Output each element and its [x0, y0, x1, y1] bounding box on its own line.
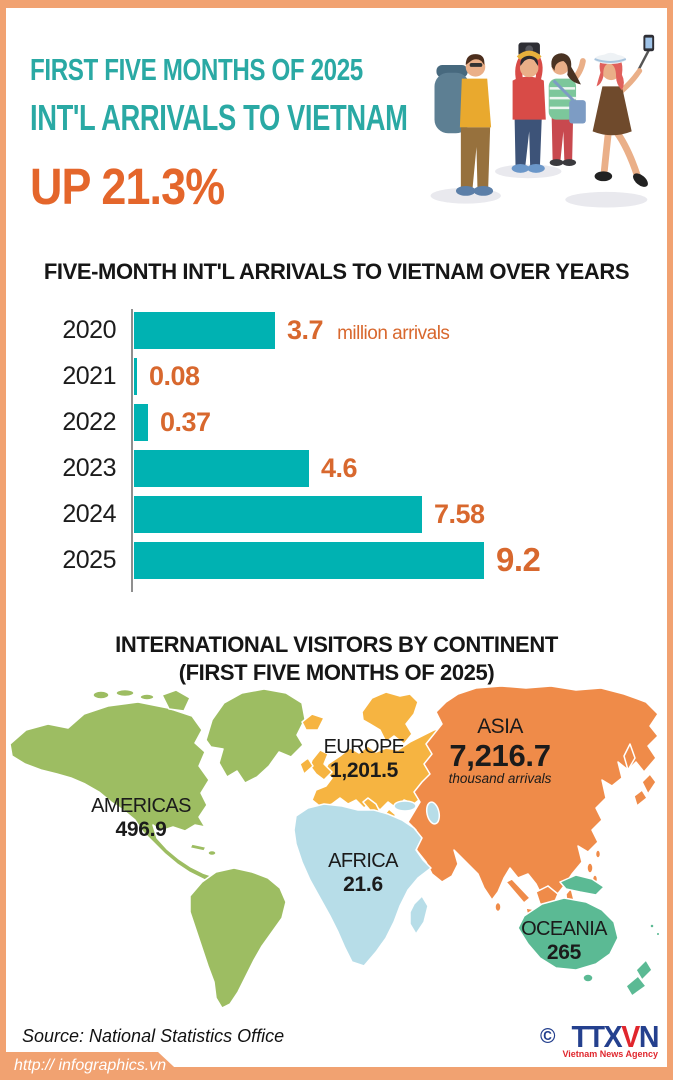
left-border [0, 0, 6, 1080]
bar-year-label: 2021 [62, 361, 116, 390]
agency-logo-text: TTXVN [571, 1019, 659, 1054]
bar-value-label: 4.6 [321, 452, 358, 483]
map-title-line2: (FIRST FIVE MONTHS OF 2025) [178, 660, 495, 685]
map-title-line1: INTERNATIONAL VISITORS BY CONTINENT [115, 632, 558, 657]
bar-track: 0.37 [134, 403, 211, 441]
chart-axis-line [131, 309, 133, 592]
bar-chart: 2020 3.7 million arrivals 2021 0.08 2022 0.37… [0, 307, 666, 592]
continent-name: OCEANIA [521, 918, 607, 940]
continent-unit: thousand arrivals [448, 771, 552, 786]
ttxvn-logo: © TTXVN Vietnam News Agency [539, 1019, 659, 1059]
continent-name: EUROPE [323, 736, 405, 758]
tourist-striped-woman [548, 53, 586, 166]
bar-value-label: 9.2 [496, 541, 541, 578]
header-subtitle: FIRST FIVE MONTHS OF 2025 [30, 52, 363, 87]
bar [134, 357, 137, 395]
bar-track: 9.2 [134, 541, 541, 579]
bar-track: 7.58 [134, 495, 485, 533]
map-label-europe: EUROPE 1,201.5 [303, 736, 425, 783]
page-title: INT'L ARRIVALS TO VIETNAM [30, 97, 408, 138]
continent-name: ASIA [477, 715, 523, 738]
map-label-americas: AMERICAS 496.9 [61, 795, 221, 842]
bar-year-label: 2024 [62, 499, 116, 528]
bar [134, 449, 309, 487]
bar-year-label: 2022 [62, 407, 116, 436]
bar-unit-label: million arrivals [337, 322, 450, 344]
bar-year-label: 2025 [62, 545, 116, 574]
bar-year-label: 2020 [62, 315, 116, 344]
bar-chart-title: FIVE-MONTH INT'L ARRIVALS TO VIETNAM OVE… [43, 259, 630, 284]
agency-logo-v: V [621, 1019, 640, 1054]
bar-row: 2021 0.08 [0, 353, 666, 399]
bar-track: 3.7 million arrivals [134, 311, 450, 349]
right-border [667, 0, 673, 1080]
bar [134, 495, 422, 533]
bar-track: 0.08 [134, 357, 200, 395]
tourist-selfie-woman [592, 34, 655, 187]
bar-value-label: 3.7 million arrivals [287, 314, 450, 345]
bar-value-label: 0.08 [149, 360, 200, 391]
header-highlight: UP 21.3% [30, 158, 225, 215]
continent-value: 496.9 [115, 818, 167, 841]
bar [134, 311, 275, 349]
map-label-asia: ASIA 7,216.7 thousand arrivals [427, 715, 573, 786]
bar-value-label: 0.37 [160, 406, 211, 437]
tourist-photographer [511, 42, 546, 173]
continent-value: 265 [546, 941, 582, 964]
bar-track: 4.6 [134, 449, 358, 487]
continent-value: 1,201.5 [330, 759, 398, 782]
agency-subtitle: Vietnam News Agency [562, 1049, 658, 1059]
continent-name: AFRICA [328, 850, 398, 872]
website-url: http:// infographics.vn [14, 1057, 167, 1074]
bar-value-label: 7.58 [434, 498, 485, 529]
map-label-africa: AFRICA 21.6 [302, 850, 424, 897]
header: FIRST FIVE MONTHS OF 2025 INT'L ARRIVALS… [30, 52, 527, 216]
bar [134, 403, 148, 441]
bar-row: 2023 4.6 [0, 445, 666, 491]
source-note: Source: National Statistics Office [22, 1026, 285, 1046]
bar [134, 541, 484, 579]
continent-value: 7,216.7 [449, 738, 551, 773]
bar-year-label: 2023 [62, 453, 116, 482]
bar-row: 2024 7.58 [0, 491, 666, 537]
tourist-backpacker [434, 54, 494, 196]
bar-row: 2022 0.37 [0, 399, 666, 445]
continent-americas [9, 688, 306, 1009]
map-label-oceania: OCEANIA 265 [503, 918, 625, 965]
tourists-illustration [430, 34, 655, 208]
continent-value: 21.6 [343, 873, 383, 896]
world-map [9, 686, 661, 1009]
continent-oceania [517, 874, 661, 997]
top-border-bar [0, 0, 673, 8]
bar-row: 2020 3.7 million arrivals [0, 307, 666, 353]
continent-africa [293, 800, 441, 967]
map-title: INTERNATIONAL VISITORS BY CONTINENT (FIR… [0, 631, 673, 687]
bottom-ribbon-url: http:// infographics.vn [0, 1052, 188, 1080]
copyright-icon: © [539, 1025, 556, 1048]
bar-row: 2025 9.2 [0, 537, 666, 583]
continent-name: AMERICAS [91, 795, 191, 817]
